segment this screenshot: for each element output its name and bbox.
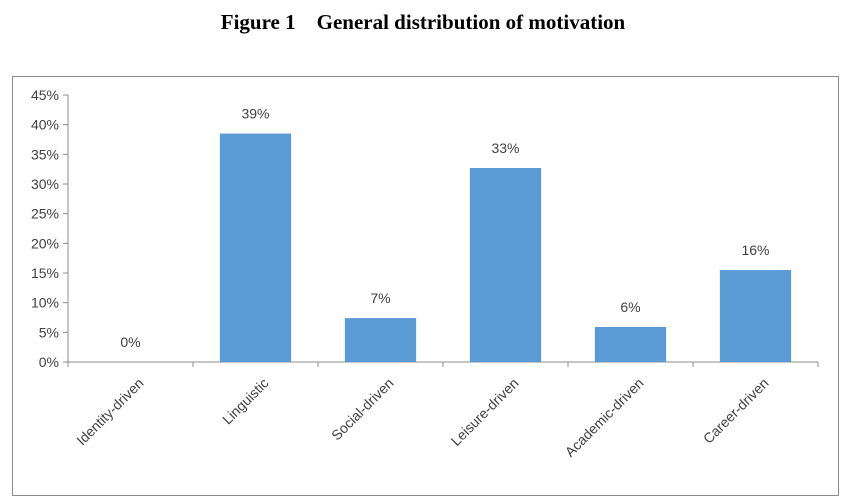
- y-tick-label: 20%: [31, 235, 59, 251]
- y-tick-label: 15%: [31, 265, 59, 281]
- data-label: 39%: [241, 106, 269, 122]
- x-tick-label: Linguistic: [219, 375, 272, 428]
- bar-career-driven: [719, 270, 792, 362]
- chart-frame: [12, 76, 839, 496]
- bar-leisure-driven: [469, 167, 542, 362]
- x-tick-label: Career-driven: [700, 375, 772, 447]
- bar-academic-driven: [594, 326, 667, 362]
- y-tick-label: 45%: [31, 87, 59, 103]
- data-label: 6%: [620, 299, 640, 315]
- data-label: 0%: [120, 334, 140, 350]
- chart-title: Figure 1 General distribution of motivat…: [0, 10, 846, 35]
- figure-number: Figure 1: [220, 10, 296, 34]
- bar-linguistic: [219, 133, 292, 362]
- y-tick-label: 25%: [31, 206, 59, 222]
- y-tick-label: 35%: [31, 146, 59, 162]
- x-tick-label: Academic-driven: [562, 375, 647, 460]
- figure-caption: General distribution of motivation: [316, 10, 626, 34]
- bars: [219, 133, 792, 362]
- x-tick-label: Social-driven: [328, 375, 397, 444]
- y-tick-label: 0%: [39, 354, 59, 370]
- bar-social-driven: [344, 318, 417, 362]
- x-axis: Identity-driven Linguistic Social-driven Le…: [67, 361, 819, 460]
- y-tick-label: 30%: [31, 176, 59, 192]
- y-axis: 0% 5% 10% 15% 20% 25% 30% 35% 40% 45%: [31, 87, 69, 370]
- data-label: 16%: [741, 242, 769, 258]
- data-label: 33%: [491, 140, 519, 156]
- y-tick-label: 5%: [39, 324, 59, 340]
- x-tick-label: Identity-driven: [73, 375, 146, 448]
- y-tick-label: 10%: [31, 295, 59, 311]
- data-label: 7%: [370, 290, 390, 306]
- y-tick-label: 40%: [31, 117, 59, 133]
- data-labels: 0% 39% 7% 33% 6% 16%: [120, 106, 769, 350]
- x-tick-label: Leisure-driven: [448, 375, 522, 449]
